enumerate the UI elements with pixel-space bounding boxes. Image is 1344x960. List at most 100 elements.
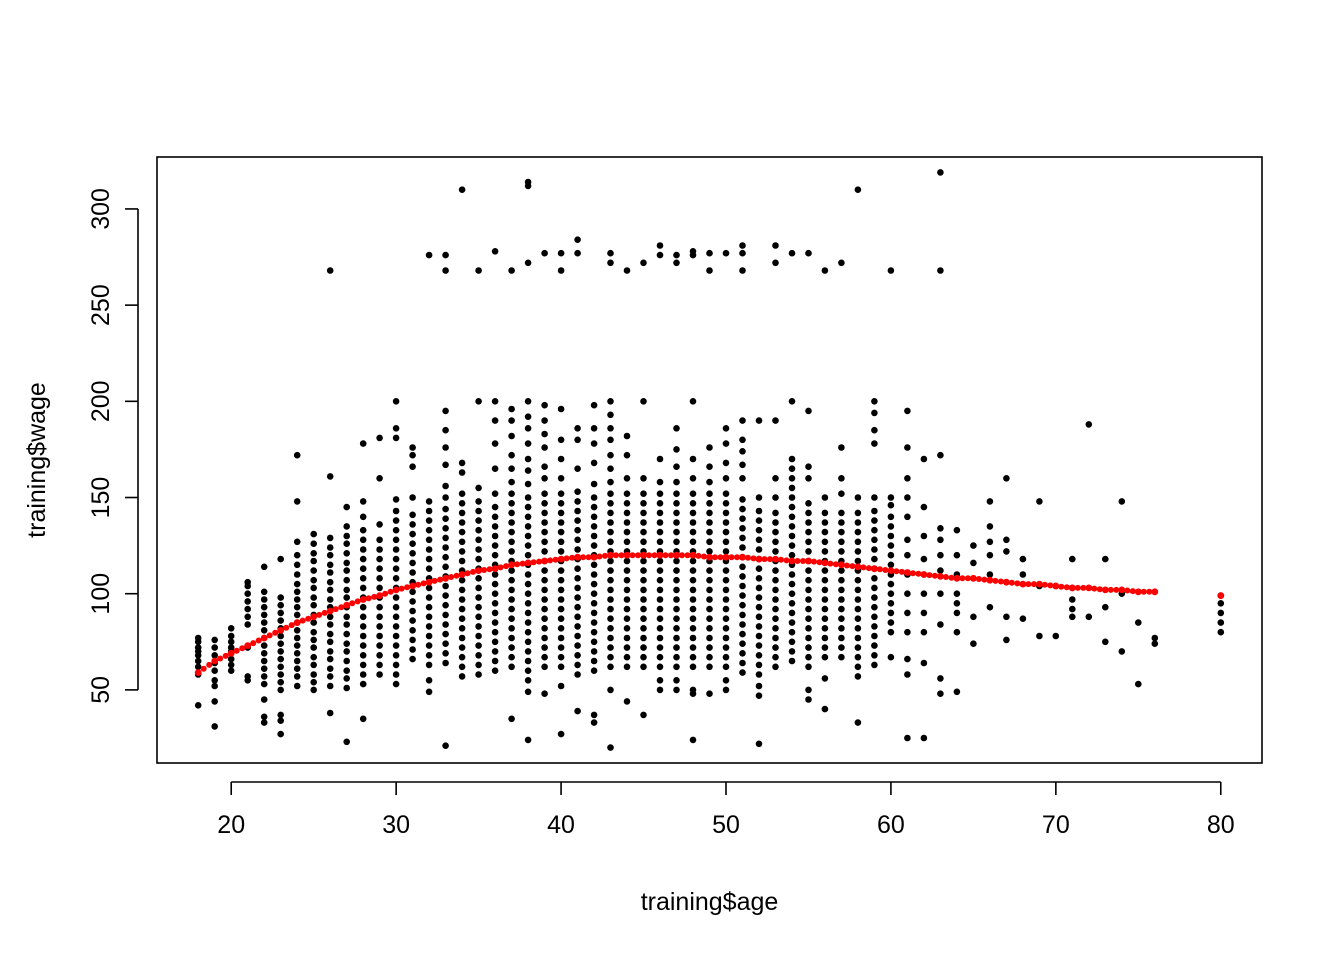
- data-point: [772, 663, 779, 671]
- data-point: [1085, 613, 1093, 621]
- fit-point: [684, 552, 691, 559]
- data-point: [425, 536, 433, 544]
- data-point: [557, 249, 565, 257]
- data-point: [1102, 555, 1109, 563]
- data-point: [343, 738, 351, 746]
- fit-point: [959, 575, 966, 582]
- fit-point: [734, 554, 740, 561]
- data-point: [491, 490, 499, 498]
- data-point: [392, 565, 400, 572]
- data-point: [590, 580, 598, 588]
- data-point: [557, 455, 565, 463]
- data-point: [392, 434, 400, 442]
- data-point: [755, 526, 763, 534]
- data-point: [739, 659, 746, 667]
- data-point: [607, 259, 614, 267]
- data-point: [722, 634, 730, 642]
- data-point: [920, 532, 928, 540]
- data-point: [359, 513, 367, 521]
- data-point: [260, 657, 268, 665]
- data-point: [986, 603, 994, 611]
- data-point: [524, 259, 532, 267]
- data-point: [590, 513, 598, 521]
- data-point: [821, 644, 829, 651]
- data-point: [607, 653, 614, 661]
- data-point: [772, 567, 779, 574]
- data-point: [508, 634, 515, 642]
- data-point: [524, 677, 532, 684]
- data-point: [442, 267, 449, 274]
- data-point: [640, 538, 647, 546]
- data-point: [343, 648, 351, 655]
- data-point: [887, 551, 895, 559]
- data-point: [739, 601, 746, 609]
- data-point: [673, 615, 680, 622]
- data-point: [623, 509, 631, 517]
- data-point: [343, 586, 351, 594]
- data-point: [722, 249, 730, 257]
- data-point: [788, 523, 796, 530]
- data-point: [475, 398, 482, 405]
- fit-point: [668, 552, 674, 559]
- data-point: [772, 417, 779, 424]
- data-point: [623, 634, 631, 642]
- fit-point: [288, 622, 295, 629]
- data-point: [491, 532, 499, 540]
- data-point: [574, 498, 581, 505]
- data-point: [524, 628, 532, 636]
- data-point: [359, 565, 367, 572]
- data-point: [260, 588, 268, 596]
- x-tick-label: 50: [712, 811, 740, 839]
- data-point: [722, 490, 730, 498]
- data-point: [244, 590, 251, 597]
- fit-point: [524, 559, 532, 567]
- data-point: [706, 576, 713, 584]
- data-point: [871, 546, 878, 553]
- data-point: [755, 417, 763, 424]
- data-point: [326, 569, 334, 576]
- data-point: [838, 586, 845, 594]
- data-point: [524, 542, 532, 549]
- fit-point: [354, 598, 361, 605]
- data-point: [293, 551, 301, 559]
- fit-point: [640, 551, 647, 559]
- data-point: [607, 490, 614, 498]
- data-point: [706, 663, 713, 671]
- fit-point: [876, 566, 883, 573]
- fit-point: [755, 555, 763, 563]
- data-point: [524, 648, 532, 655]
- data-point: [491, 648, 499, 655]
- data-point: [607, 398, 614, 405]
- y-tick-label: 150: [87, 477, 115, 519]
- data-point: [607, 436, 614, 444]
- data-point: [887, 523, 895, 530]
- data-point: [425, 565, 433, 572]
- data-point: [491, 513, 499, 521]
- data-point: [194, 644, 202, 651]
- data-point: [458, 586, 466, 594]
- data-point: [805, 644, 812, 651]
- data-point: [673, 528, 680, 536]
- data-point: [772, 528, 779, 536]
- data-point: [541, 463, 548, 471]
- data-point: [409, 646, 416, 653]
- fit-point: [728, 554, 735, 561]
- data-point: [541, 605, 548, 613]
- data-point: [310, 576, 318, 584]
- fit-point: [1134, 588, 1142, 596]
- data-point: [475, 613, 482, 621]
- data-point: [838, 444, 845, 451]
- data-point: [722, 653, 730, 661]
- data-point: [739, 630, 746, 638]
- data-point: [326, 665, 334, 672]
- data-point: [689, 567, 697, 574]
- data-point: [211, 723, 218, 730]
- data-point: [260, 696, 268, 703]
- data-point: [838, 548, 845, 555]
- data-point: [640, 509, 647, 517]
- data-point: [524, 600, 532, 607]
- data-point: [293, 580, 301, 588]
- fit-point: [310, 613, 318, 621]
- data-point: [871, 507, 878, 515]
